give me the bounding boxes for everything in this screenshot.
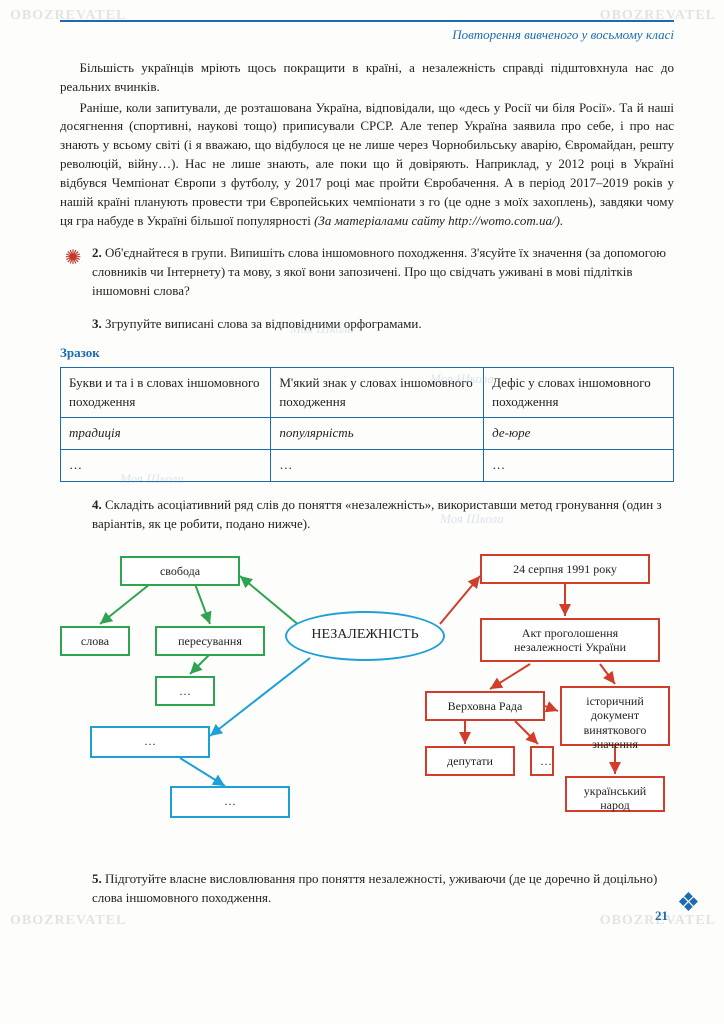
diagram-node-istdoc: історичний документ виняткового значення bbox=[560, 686, 670, 746]
task-text: Підготуйте власне висловлювання про поня… bbox=[92, 871, 657, 905]
sample-label: Зразок bbox=[60, 344, 674, 363]
watermark-brand: OBOZREVATEL bbox=[10, 6, 126, 26]
body-paragraph: Раніше, коли запитували, де розташована … bbox=[60, 99, 674, 231]
group-icon: ✺ bbox=[60, 244, 86, 301]
task-number: 4. bbox=[92, 497, 102, 512]
task-text: Складіть асоціативний ряд слів до понятт… bbox=[92, 497, 662, 531]
spacer bbox=[60, 496, 86, 534]
diagram-node-svoboda: свобода bbox=[120, 556, 240, 586]
diagram-center-node: НЕЗАЛЕЖНІСТЬ bbox=[285, 611, 445, 661]
task-3: 3. Згрупуйте виписані слова за відповідн… bbox=[60, 315, 674, 334]
spacer bbox=[60, 315, 86, 334]
header-rule bbox=[60, 20, 674, 22]
table-cell: популярність bbox=[271, 418, 484, 450]
task-number: 3. bbox=[92, 316, 102, 331]
diagram-node-dots: … bbox=[155, 676, 215, 706]
task-2: ✺ 2. Об'єднайтеся в групи. Випишіть слов… bbox=[60, 244, 674, 301]
task-number: 2. bbox=[92, 245, 102, 260]
page-number: 21 bbox=[655, 907, 668, 926]
table-header-cell: Дефіс у словах іншомовного походження bbox=[484, 367, 674, 418]
table-row: Букви и та і в словах іншомовного походж… bbox=[61, 367, 674, 418]
spacer bbox=[60, 870, 86, 908]
watermark-brand: OBOZREVATEL bbox=[600, 6, 716, 26]
diagram-node-dots: … bbox=[530, 746, 554, 776]
task-5: 5. Підготуйте власне висловлювання про п… bbox=[60, 870, 674, 908]
watermark-brand: OBOZREVATEL bbox=[10, 911, 126, 931]
diagram-node-dots: … bbox=[170, 786, 290, 818]
body-paragraph: Більшість українців мріють щось покращит… bbox=[60, 59, 674, 97]
body-text: Раніше, коли запитували, де розташована … bbox=[60, 100, 674, 228]
corner-ornament-icon: ❖ bbox=[677, 884, 700, 922]
table-header-cell: М'який знак у словах іншомовного походже… bbox=[271, 367, 484, 418]
diagram-node-narod: український народ bbox=[565, 776, 665, 812]
table-row: традиція популярність де-юре bbox=[61, 418, 674, 450]
diagram-node-slova: слова bbox=[60, 626, 130, 656]
table-header-cell: Букви и та і в словах іншомовного походж… bbox=[61, 367, 271, 418]
section-title: Повторення вивченого у восьмому класі bbox=[60, 26, 674, 45]
task-4: 4. Складіть асоціативний ряд слів до пон… bbox=[60, 496, 674, 534]
table-cell: … bbox=[484, 450, 674, 482]
table-cell: … bbox=[271, 450, 484, 482]
sample-table: Букви и та і в словах іншомовного походж… bbox=[60, 367, 674, 482]
task-number: 5. bbox=[92, 871, 102, 886]
diagram-node-deputaty: депутати bbox=[425, 746, 515, 776]
source-citation: (За матеріалами сайту http://womo.com.ua… bbox=[314, 213, 563, 228]
table-cell: де-юре bbox=[484, 418, 674, 450]
mindmap-diagram: НЕЗАЛЕЖНІСТЬ свобода слова пересування …… bbox=[60, 546, 674, 856]
diagram-node-peresuvannia: пересування bbox=[155, 626, 265, 656]
task-text: Об'єднайтеся в групи. Випишіть слова інш… bbox=[92, 245, 666, 298]
task-text: Згрупуйте виписані слова за відповідними… bbox=[105, 316, 422, 331]
table-row: … … … bbox=[61, 450, 674, 482]
table-cell: … bbox=[61, 450, 271, 482]
diagram-node-dots: … bbox=[90, 726, 210, 758]
diagram-node-akt: Акт проголошення незалежності України bbox=[480, 618, 660, 662]
table-cell: традиція bbox=[61, 418, 271, 450]
diagram-node-rada: Верховна Рада bbox=[425, 691, 545, 721]
diagram-node-date: 24 серпня 1991 року bbox=[480, 554, 650, 584]
